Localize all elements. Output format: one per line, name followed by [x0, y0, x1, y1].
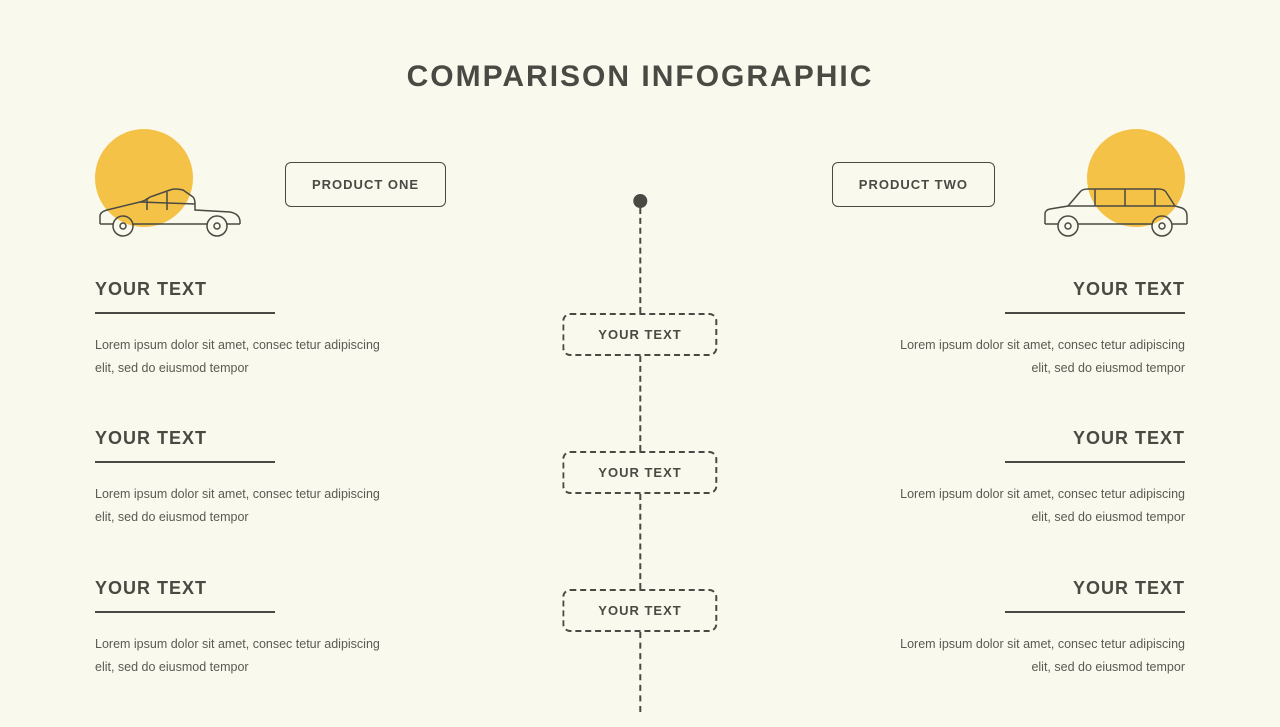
item-body: Lorem ipsum dolor sit amet, consec tetur…	[885, 633, 1185, 679]
timeline-line	[639, 356, 641, 451]
center-timeline: YOUR TEXT YOUR TEXT YOUR TEXT	[562, 194, 717, 712]
page-title: COMPARISON INFOGRAPHIC	[0, 0, 1280, 94]
timeline-node: YOUR TEXT	[562, 451, 717, 494]
suv-car-icon	[1040, 184, 1190, 239]
list-item: YOUR TEXT Lorem ipsum dolor sit amet, co…	[95, 428, 395, 529]
timeline-dot	[633, 194, 647, 208]
list-item: YOUR TEXT Lorem ipsum dolor sit amet, co…	[885, 428, 1185, 529]
timeline-node: YOUR TEXT	[562, 313, 717, 356]
item-body: Lorem ipsum dolor sit amet, consec tetur…	[885, 334, 1185, 380]
item-body: Lorem ipsum dolor sit amet, consec tetur…	[95, 483, 395, 529]
infographic-container: PRODUCT ONE PRODUCT TWO YOUR	[0, 94, 1280, 714]
timeline-node: YOUR TEXT	[562, 589, 717, 632]
item-title: YOUR TEXT	[95, 578, 395, 599]
left-column: YOUR TEXT Lorem ipsum dolor sit amet, co…	[95, 279, 395, 727]
timeline-line	[639, 208, 641, 313]
car-illustration-left	[95, 129, 245, 239]
product-one-label: PRODUCT ONE	[285, 162, 446, 207]
product-header-left: PRODUCT ONE	[95, 129, 446, 239]
list-item: YOUR TEXT Lorem ipsum dolor sit amet, co…	[95, 578, 395, 679]
underline	[95, 461, 275, 463]
car-illustration-right	[1035, 129, 1185, 239]
item-title: YOUR TEXT	[95, 279, 395, 300]
item-body: Lorem ipsum dolor sit amet, consec tetur…	[95, 334, 395, 380]
underline	[1005, 611, 1185, 613]
convertible-car-icon	[95, 184, 245, 239]
list-item: YOUR TEXT Lorem ipsum dolor sit amet, co…	[885, 279, 1185, 380]
item-title: YOUR TEXT	[885, 279, 1185, 300]
product-two-label: PRODUCT TWO	[832, 162, 995, 207]
list-item: YOUR TEXT Lorem ipsum dolor sit amet, co…	[885, 578, 1185, 679]
item-title: YOUR TEXT	[885, 578, 1185, 599]
product-header-right: PRODUCT TWO	[832, 129, 1185, 239]
item-body: Lorem ipsum dolor sit amet, consec tetur…	[95, 633, 395, 679]
timeline-line	[639, 632, 641, 712]
underline	[95, 611, 275, 613]
underline	[1005, 312, 1185, 314]
item-title: YOUR TEXT	[885, 428, 1185, 449]
list-item: YOUR TEXT Lorem ipsum dolor sit amet, co…	[95, 279, 395, 380]
underline	[1005, 461, 1185, 463]
underline	[95, 312, 275, 314]
item-title: YOUR TEXT	[95, 428, 395, 449]
item-body: Lorem ipsum dolor sit amet, consec tetur…	[885, 483, 1185, 529]
timeline-line	[639, 494, 641, 589]
right-column: YOUR TEXT Lorem ipsum dolor sit amet, co…	[885, 279, 1185, 727]
